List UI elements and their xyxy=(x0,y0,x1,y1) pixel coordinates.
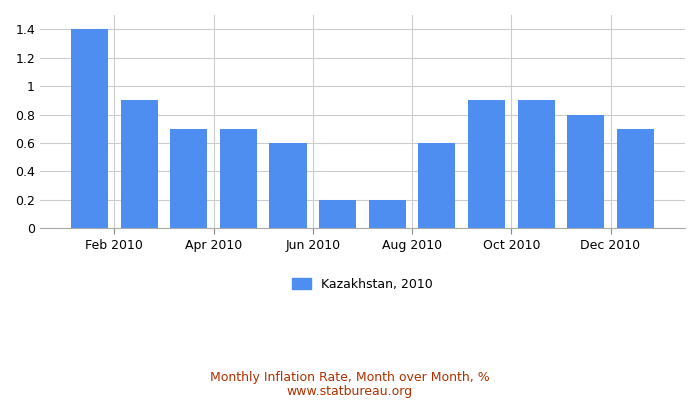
Bar xyxy=(419,143,456,228)
Text: Monthly Inflation Rate, Month over Month, %: Monthly Inflation Rate, Month over Month… xyxy=(210,372,490,384)
Bar xyxy=(71,29,108,228)
Bar xyxy=(369,200,406,228)
Bar xyxy=(120,100,158,228)
Bar xyxy=(517,100,554,228)
Bar xyxy=(468,100,505,228)
Bar xyxy=(617,129,654,228)
Bar xyxy=(170,129,207,228)
Text: www.statbureau.org: www.statbureau.org xyxy=(287,386,413,398)
Bar xyxy=(220,129,257,228)
Bar xyxy=(319,200,356,228)
Bar xyxy=(270,143,307,228)
Legend: Kazakhstan, 2010: Kazakhstan, 2010 xyxy=(287,273,438,296)
Bar xyxy=(567,114,604,228)
